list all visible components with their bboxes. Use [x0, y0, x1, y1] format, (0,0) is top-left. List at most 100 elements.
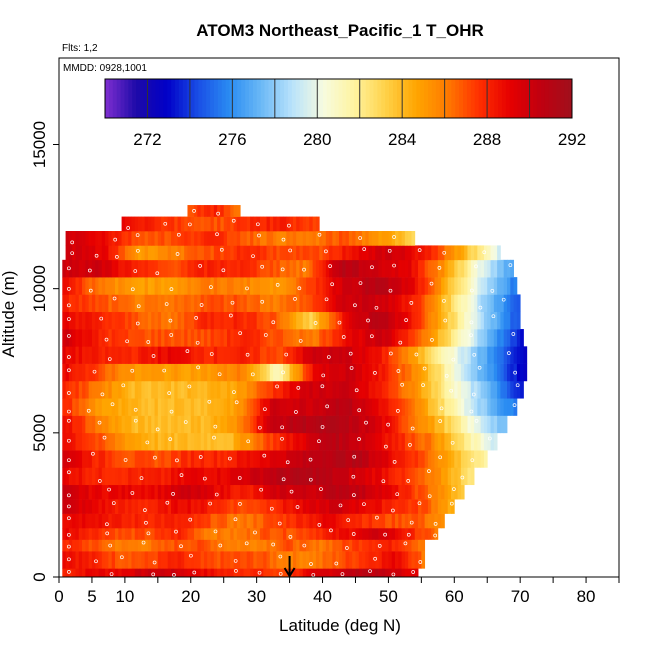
- heatmap-cell: [292, 277, 297, 295]
- colorbar-swatch: [470, 79, 476, 118]
- heatmap-cell: [115, 311, 119, 330]
- heatmap-cell: [342, 245, 346, 261]
- colorbar-swatch: [132, 79, 137, 118]
- colorbar-swatch: [498, 79, 503, 118]
- heatmap-cell: [207, 450, 211, 468]
- heatmap-cell: [171, 346, 175, 364]
- observation-point: [368, 569, 372, 574]
- heatmap-cell: [299, 245, 304, 261]
- heatmap-cell: [355, 499, 360, 514]
- heatmap-cell: [266, 380, 271, 399]
- observation-point: [188, 517, 193, 522]
- heatmap-cell: [279, 329, 284, 347]
- heatmap-cell: [325, 380, 330, 399]
- heatmap-cell: [256, 484, 261, 500]
- heatmap-cell: [358, 245, 363, 261]
- colorbar-swatch: [560, 79, 565, 118]
- heatmap-cell: [210, 450, 215, 468]
- heatmap-cell: [322, 329, 327, 347]
- heatmap-cell: [329, 568, 333, 578]
- heatmap-cell: [190, 346, 195, 364]
- heatmap-cell: [78, 415, 83, 434]
- heatmap-cell: [424, 415, 429, 434]
- x-tick-label: 30: [247, 587, 266, 606]
- heatmap-cell: [111, 484, 116, 500]
- heatmap-cell: [427, 513, 432, 529]
- heatmap-cell: [101, 294, 106, 313]
- observation-point: [109, 572, 114, 576]
- heatmap-cell: [276, 467, 281, 486]
- colorbar-swatch: [245, 79, 250, 118]
- heatmap-cell: [381, 245, 386, 261]
- heatmap-cell: [286, 311, 290, 330]
- heatmap-cell: [207, 259, 211, 278]
- colorbar-swatch: [190, 79, 196, 118]
- heatmap-cell: [250, 216, 254, 232]
- heatmap-cell: [98, 245, 103, 261]
- heatmap-cell: [490, 245, 495, 261]
- heatmap-cell: [203, 551, 208, 569]
- heatmap-cell: [477, 380, 482, 399]
- heatmap-cell: [470, 415, 475, 434]
- heatmap-cell: [266, 363, 271, 382]
- heatmap-cell: [325, 259, 330, 278]
- heatmap-cell: [414, 380, 419, 399]
- heatmap-cell: [362, 259, 366, 278]
- heatmap-cell: [464, 329, 468, 347]
- observation-point: [164, 302, 169, 306]
- heatmap-cell: [441, 346, 445, 364]
- observation-point: [115, 255, 119, 259]
- heatmap-cell: [217, 499, 221, 514]
- heatmap-cell: [131, 527, 136, 540]
- heatmap-cell: [454, 277, 458, 295]
- observation-point: [244, 541, 249, 546]
- heatmap-cell: [398, 363, 402, 382]
- heatmap-cell: [108, 294, 113, 313]
- heatmap-cell: [444, 277, 449, 295]
- heatmap-cell: [121, 484, 126, 500]
- observation-point: [233, 517, 238, 522]
- heatmap-cell: [368, 513, 373, 529]
- heatmap-cell: [437, 346, 442, 364]
- heatmap-cell: [253, 568, 258, 578]
- observation-point: [176, 232, 181, 237]
- heatmap-cell: [348, 259, 353, 278]
- heatmap-cell: [335, 513, 340, 529]
- heatmap-cell: [513, 294, 518, 313]
- heatmap-cell: [309, 398, 314, 416]
- heatmap-cell: [68, 539, 73, 552]
- heatmap-cell: [332, 432, 337, 451]
- heatmap-cell: [161, 231, 165, 246]
- observation-point: [67, 470, 71, 475]
- heatmap-cell: [207, 205, 211, 217]
- observation-point: [67, 303, 71, 308]
- heatmap-cell: [121, 467, 126, 486]
- heatmap-cell: [171, 294, 175, 313]
- heatmap-cell: [197, 216, 202, 232]
- observation-point: [280, 267, 285, 272]
- heatmap-cell: [401, 568, 406, 578]
- heatmap-cell: [223, 513, 228, 529]
- heatmap-cell: [223, 346, 228, 364]
- heatmap-cell: [213, 568, 218, 578]
- heatmap-cell: [144, 380, 149, 399]
- heatmap-cell: [233, 398, 238, 416]
- heatmap-cell: [128, 450, 132, 468]
- observation-point: [317, 439, 321, 444]
- x-tick-label: 60: [445, 587, 464, 606]
- heatmap-cell: [220, 467, 225, 486]
- heatmap-cell: [358, 551, 363, 569]
- heatmap-cell: [362, 398, 366, 416]
- heatmap-cell: [289, 398, 294, 416]
- heatmap-cell: [217, 231, 221, 246]
- heatmap-cell: [167, 329, 172, 347]
- heatmap-cell: [243, 277, 248, 295]
- heatmap-cell: [259, 499, 264, 514]
- heatmap-cell: [95, 432, 99, 451]
- heatmap-cell: [128, 231, 132, 246]
- heatmap-cell: [345, 467, 350, 486]
- heatmap-cell: [177, 329, 182, 347]
- observation-point: [278, 571, 283, 576]
- heatmap-cell: [421, 398, 426, 416]
- heatmap-cell: [72, 432, 76, 451]
